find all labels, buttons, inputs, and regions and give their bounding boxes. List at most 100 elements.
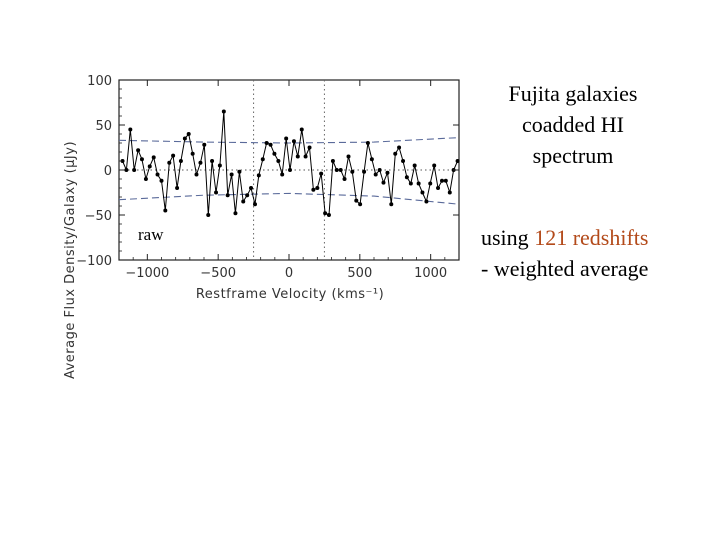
data-point [404, 175, 409, 180]
caption-sub-line-2: - weighted average [481, 256, 649, 281]
y-axis-label: Average Flux Density/Galaxy (μJy) [63, 141, 78, 379]
data-point [272, 151, 277, 156]
data-point [237, 169, 242, 174]
y-tick-label: −100 [76, 254, 112, 269]
data-point [241, 199, 246, 204]
data-point [408, 181, 413, 186]
data-point [389, 202, 394, 207]
data-point [233, 211, 238, 216]
data-point [342, 177, 347, 181]
data-point [455, 159, 460, 163]
data-point [358, 202, 363, 207]
data-point [151, 155, 156, 160]
data-point [319, 171, 324, 176]
data-point [171, 153, 176, 158]
caption-title-line-1: Fujita galaxies [508, 81, 638, 106]
data-point [381, 180, 386, 185]
data-point [295, 154, 300, 159]
caption-title: Fujita galaxies coadded HI spectrum [488, 78, 658, 171]
data-point [225, 193, 230, 198]
y-tick-label: 50 [95, 119, 112, 134]
envelope-lower [118, 192, 460, 205]
data-point [338, 168, 343, 172]
data-point [424, 199, 429, 204]
data-point [401, 159, 406, 163]
data-point [178, 159, 183, 163]
caption-title-line-2: coadded HI [521, 112, 624, 137]
data-point [299, 127, 304, 132]
data-point [202, 142, 207, 147]
caption-subtitle: using 121 redshifts - weighted average [481, 222, 716, 284]
data-point [362, 169, 367, 174]
data-point [260, 157, 265, 162]
caption-sub-line-1: using 121 redshifts [481, 222, 716, 253]
data-point [303, 154, 308, 159]
data-point [147, 164, 152, 169]
data-point [393, 151, 398, 156]
x-axis-label: Restframe Velocity (kms⁻¹) [196, 287, 384, 302]
data-point [217, 163, 222, 168]
data-point [432, 163, 437, 168]
data-point [323, 211, 328, 216]
data-point [326, 213, 331, 217]
data-point [365, 141, 370, 145]
data-point [124, 168, 129, 172]
data-point [377, 168, 382, 172]
data-point [397, 145, 402, 150]
data-point [190, 151, 195, 156]
data-point [253, 202, 257, 207]
y-tick-label: 100 [87, 74, 112, 89]
data-point [264, 141, 269, 145]
data-point [354, 198, 359, 203]
data-point [229, 172, 234, 177]
data-point [256, 173, 261, 178]
data-point [346, 154, 351, 159]
data-point [198, 160, 203, 165]
data-point [287, 168, 292, 172]
data-point [249, 186, 254, 190]
data-point [276, 159, 281, 163]
data-point [315, 186, 320, 190]
data-point [245, 193, 250, 198]
caption-title-line-3: spectrum [532, 143, 614, 168]
data-point [280, 172, 285, 177]
data-point [412, 163, 417, 168]
data-point [440, 178, 444, 183]
data-point [373, 172, 378, 177]
data-point [428, 181, 433, 186]
data-point [143, 177, 148, 181]
x-tick-label: 500 [347, 266, 372, 281]
data-point [330, 159, 335, 163]
data-point [136, 148, 141, 153]
data-point [420, 190, 425, 195]
data-point [221, 109, 226, 114]
data-point [182, 136, 187, 141]
data-point [167, 160, 172, 165]
caption-sub-prefix: using [481, 225, 535, 250]
data-point [350, 169, 355, 174]
data-point [159, 178, 164, 183]
data-point [369, 157, 374, 162]
y-tick-label: −50 [85, 209, 112, 224]
data-point [447, 190, 452, 195]
data-point [436, 186, 441, 190]
data-point [334, 168, 339, 172]
data-point [139, 157, 144, 162]
data-point [268, 142, 273, 147]
x-tick-label: 0 [285, 266, 293, 281]
data-point [155, 172, 160, 177]
data-point [163, 208, 168, 213]
data-point [175, 186, 180, 190]
data-point [128, 127, 133, 132]
data-point [132, 168, 137, 172]
envelope-upper [118, 137, 460, 144]
data-point [284, 136, 289, 141]
data-point [214, 190, 219, 195]
panel-label-raw: raw [138, 225, 164, 244]
data-point [443, 178, 448, 183]
x-tick-label: −500 [200, 266, 236, 281]
data-point [186, 132, 191, 136]
data-point [194, 172, 199, 177]
y-tick-label: 0 [104, 164, 112, 179]
